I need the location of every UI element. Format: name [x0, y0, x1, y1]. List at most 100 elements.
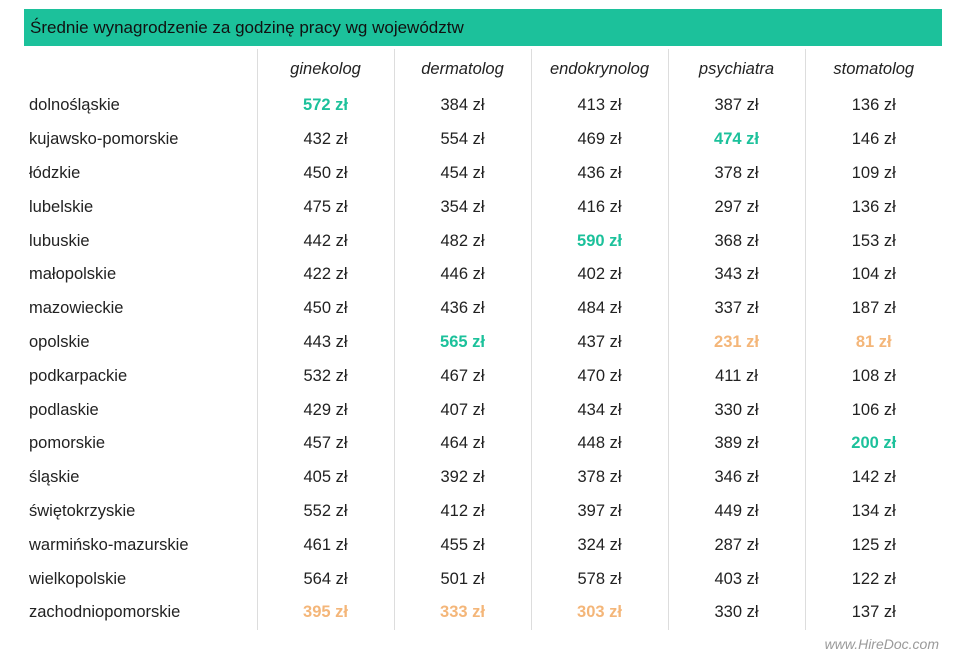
- table-row: warmińsko-mazurskie 461 zł 455 zł 324 zł 287…: [24, 528, 942, 563]
- salary-cell: 397 zł: [530, 494, 668, 529]
- salary-cell: 565 zł: [393, 325, 531, 360]
- salary-cell: 554 zł: [393, 122, 531, 157]
- salary-cell: 470 zł: [530, 359, 668, 394]
- table-row: lubelskie 475 zł 354 zł 416 zł 297 zł 136 zł: [24, 190, 942, 225]
- table-row: podkarpackie 532 zł 467 zł 470 zł 411 zł 108 …: [24, 359, 942, 394]
- salary-cell: 482 zł: [393, 224, 531, 258]
- table-row: świętokrzyskie 552 zł 412 zł 397 zł 449 zł 13…: [24, 494, 942, 529]
- salary-cell: 402 zł: [530, 257, 668, 292]
- region-name: podkarpackie: [29, 366, 128, 385]
- salary-cell: 287 zł: [667, 528, 805, 563]
- salary-cell: 389 zł: [667, 426, 805, 461]
- table-row: śląskie 405 zł 392 zł 378 zł 346 zł 142 zł: [24, 460, 942, 495]
- salary-cell: 484 zł: [530, 291, 668, 326]
- salary-cell: 532 zł: [256, 359, 394, 394]
- column-header: stomatolog: [804, 49, 942, 89]
- region-name: zachodniopomorskie: [29, 603, 181, 622]
- table-row: podlaskie 429 zł 407 zł 434 zł 330 zł 106 zł: [24, 393, 942, 427]
- salary-cell: 450 zł: [256, 156, 394, 191]
- salary-cell: 303 zł: [530, 595, 668, 630]
- salary-cell: 572 zł: [256, 89, 394, 123]
- salary-cell: 146 zł: [804, 122, 942, 157]
- salary-cell: 461 zł: [256, 528, 394, 563]
- region-name: małopolskie: [29, 265, 117, 284]
- salary-cell: 384 zł: [393, 89, 531, 123]
- table-row: lubuskie 442 zł 482 zł 590 zł 368 zł 153 zł: [24, 224, 942, 258]
- salary-cell: 405 zł: [256, 460, 394, 495]
- salary-cell: 104 zł: [804, 257, 942, 292]
- salary-cell: 578 zł: [530, 562, 668, 596]
- salary-cell: 187 zł: [804, 291, 942, 326]
- region-name: dolnośląskie: [29, 96, 120, 115]
- table-row: opolskie 443 zł 565 zł 437 zł 231 zł 81 zł: [24, 325, 942, 360]
- salary-cell: 475 zł: [256, 190, 394, 225]
- region-name: warmińsko-mazurskie: [29, 535, 189, 554]
- salary-cell: 354 zł: [393, 190, 531, 225]
- salary-cell: 387 zł: [667, 89, 805, 123]
- table-body: dolnośląskie 572 zł 384 zł 413 zł 387 zł 136 …: [24, 89, 942, 630]
- table-container: ginekolog dermatolog endokrynolog psychi…: [24, 49, 942, 630]
- column-header: psychiatra: [667, 49, 805, 89]
- salary-cell: 368 zł: [667, 224, 805, 258]
- salary-cell: 469 zł: [530, 122, 668, 157]
- salary-cell: 136 zł: [804, 89, 942, 123]
- salary-cell: 464 zł: [393, 426, 531, 461]
- salary-cell: 343 zł: [667, 257, 805, 292]
- salary-cell: 454 zł: [393, 156, 531, 191]
- salary-cell: 450 zł: [256, 291, 394, 326]
- region-name: lubelskie: [29, 197, 94, 216]
- table-row: pomorskie 457 zł 464 zł 448 zł 389 zł 200 zł: [24, 426, 942, 461]
- salary-cell: 231 zł: [667, 325, 805, 360]
- region-name: opolskie: [29, 332, 90, 351]
- salary-cell: 137 zł: [804, 595, 942, 630]
- table-row: zachodniopomorskie 395 zł 333 zł 303 zł 330 …: [24, 595, 942, 630]
- salary-cell: 378 zł: [667, 156, 805, 191]
- salary-cell: 443 zł: [256, 325, 394, 360]
- salary-cell: 442 zł: [256, 224, 394, 258]
- column-header: ginekolog: [256, 49, 394, 89]
- salary-cell: 109 zł: [804, 156, 942, 191]
- salary-cell: 429 zł: [256, 393, 394, 427]
- table-title: Średnie wynagrodzenie za godzinę pracy w…: [24, 9, 942, 46]
- salary-cell: 436 zł: [530, 156, 668, 191]
- salary-table: ginekolog dermatolog endokrynolog psychi…: [24, 49, 942, 630]
- salary-cell: 153 zł: [804, 224, 942, 258]
- salary-cell: 333 zł: [393, 595, 531, 630]
- header-region: [24, 49, 257, 89]
- salary-cell: 330 zł: [667, 393, 805, 427]
- salary-cell: 434 zł: [530, 393, 668, 427]
- region-name: wielkopolskie: [29, 569, 127, 588]
- salary-cell: 467 zł: [393, 359, 531, 394]
- salary-cell: 134 zł: [804, 494, 942, 529]
- salary-cell: 122 zł: [804, 562, 942, 596]
- salary-cell: 437 zł: [530, 325, 668, 360]
- region-name: łódzkie: [29, 163, 81, 182]
- region-name: podlaskie: [29, 400, 99, 419]
- salary-cell: 412 zł: [393, 494, 531, 529]
- salary-cell: 449 zł: [667, 494, 805, 529]
- column-header: endokrynolog: [530, 49, 668, 89]
- region-name: mazowieckie: [29, 299, 124, 318]
- region-name: kujawsko-pomorskie: [29, 130, 179, 149]
- table-row: kujawsko-pomorskie 432 zł 554 zł 469 zł 474 …: [24, 122, 942, 157]
- salary-cell: 378 zł: [530, 460, 668, 495]
- salary-cell: 416 zł: [530, 190, 668, 225]
- salary-cell: 407 zł: [393, 393, 531, 427]
- table-row: małopolskie 422 zł 446 zł 402 zł 343 zł 104 z…: [24, 257, 942, 292]
- salary-cell: 411 zł: [667, 359, 805, 394]
- salary-cell: 81 zł: [804, 325, 942, 360]
- salary-cell: 403 zł: [667, 562, 805, 596]
- salary-cell: 346 zł: [667, 460, 805, 495]
- region-name: świętokrzyskie: [29, 501, 136, 520]
- salary-cell: 552 zł: [256, 494, 394, 529]
- table-row: wielkopolskie 564 zł 501 zł 578 zł 403 zł 122…: [24, 562, 942, 596]
- salary-cell: 108 zł: [804, 359, 942, 394]
- source-footer: www.HireDoc.com: [824, 636, 939, 652]
- region-name: śląskie: [29, 468, 80, 487]
- salary-cell: 432 zł: [256, 122, 394, 157]
- header-row: ginekolog dermatolog endokrynolog psychi…: [24, 49, 942, 89]
- salary-cell: 125 zł: [804, 528, 942, 563]
- salary-cell: 142 zł: [804, 460, 942, 495]
- salary-cell: 395 zł: [256, 595, 394, 630]
- salary-cell: 330 zł: [667, 595, 805, 630]
